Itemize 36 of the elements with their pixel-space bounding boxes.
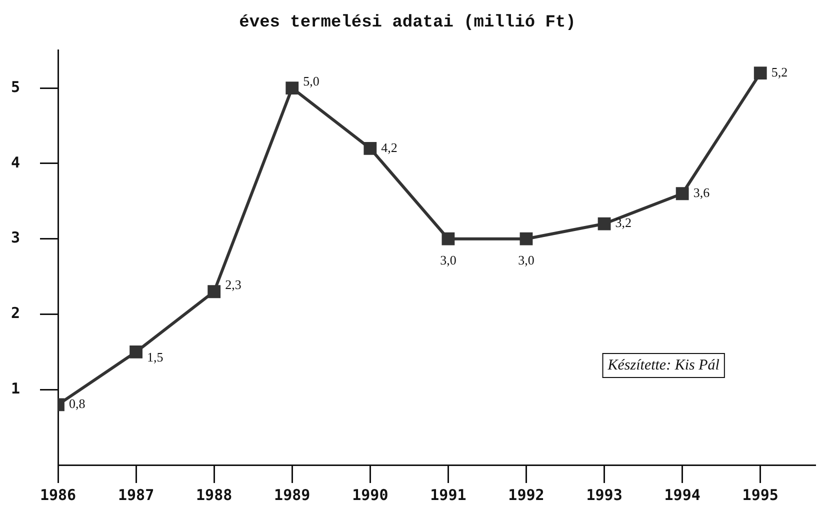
point [520, 232, 533, 246]
data-label: 3,0 [518, 252, 534, 268]
x-tick-label: 1993 [586, 486, 622, 504]
point [286, 82, 299, 95]
data-label: 1,5 [147, 349, 164, 364]
chart-title: éves termelési adatai (millió Ft) [239, 13, 576, 32]
annotation: Készítette: Kis Pál [606, 357, 720, 374]
x-tick-label: 1990 [352, 486, 388, 504]
point [676, 187, 689, 200]
x-tick-label: 1992 [508, 486, 544, 504]
point [598, 217, 611, 230]
point [442, 232, 455, 246]
y-tick-label: 2 [10, 304, 20, 322]
data-label: 5,2 [771, 64, 788, 80]
y-tick-label: 1 [10, 380, 20, 398]
point [130, 345, 142, 358]
x-tick-label: 1986 [40, 486, 76, 504]
data-label: 2,3 [225, 277, 242, 292]
x-tick-label: 1991 [430, 486, 466, 504]
x-tick-label: 1988 [196, 486, 232, 504]
x-tick-label: 1989 [274, 486, 310, 504]
x-tick-label: 1987 [118, 486, 154, 504]
point [364, 142, 377, 155]
data-label: 3,6 [693, 185, 710, 200]
y-tick-label: 3 [10, 228, 20, 247]
point [754, 66, 767, 80]
data-label: 3,0 [440, 252, 456, 268]
data-label: 0,8 [69, 396, 86, 412]
y-tick-label: 5 [10, 78, 20, 96]
y-tick-label: 4 [10, 153, 20, 172]
x-tick-label: 1994 [664, 486, 700, 504]
point [208, 285, 221, 298]
x-tick-label: 1995 [742, 486, 778, 504]
data-label: 5,0 [303, 74, 320, 89]
data-label: 4,2 [381, 140, 398, 155]
data-label: 3,2 [615, 215, 632, 230]
